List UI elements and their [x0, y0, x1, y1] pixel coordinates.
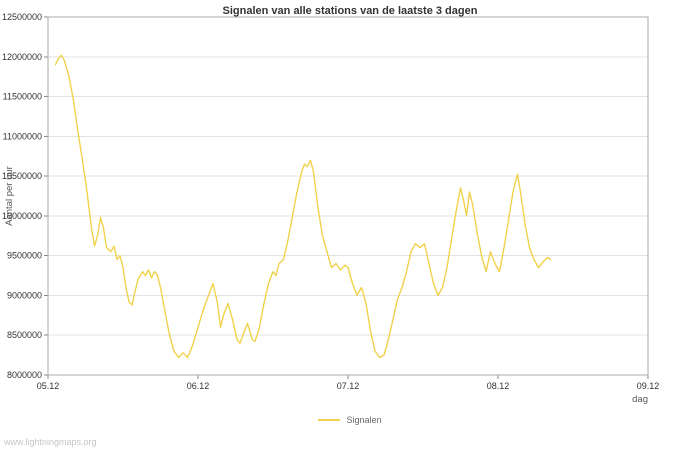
y-tick-label: 10000000 — [2, 211, 42, 221]
legend: Signalen — [0, 415, 700, 425]
y-tick-label: 12000000 — [2, 52, 42, 62]
y-tick-label: 9500000 — [7, 251, 42, 261]
y-axis-title: Aantal per uur — [4, 166, 15, 226]
y-tick-label: 8500000 — [7, 330, 42, 340]
x-tick-label: 06.12 — [187, 381, 210, 391]
x-axis-title: dag — [632, 394, 648, 405]
y-tick-label: 12500000 — [2, 12, 42, 22]
y-tick-label: 11500000 — [3, 92, 42, 102]
y-tick-label: 9000000 — [7, 290, 42, 300]
chart-title: Signalen van alle stations van de laatst… — [222, 5, 478, 17]
x-tick-label: 09.12 — [637, 381, 660, 391]
series-line-signalen — [54, 54, 552, 359]
x-tick-label: 07.12 — [337, 381, 360, 391]
y-tick-label: 10500000 — [2, 171, 42, 181]
plot-border — [47, 16, 649, 376]
plot-area: 8000000 8500000 9000000 9500000 10000000 1050… — [2, 12, 659, 391]
y-tick-label: 8000000 — [7, 370, 42, 380]
legend-label: Signalen — [346, 415, 382, 425]
x-tick-label: 08.12 — [487, 381, 510, 391]
watermark-text: www.lightningmaps.org — [4, 437, 97, 447]
x-tick-label: 05.12 — [37, 381, 60, 391]
y-tick-label: 11000000 — [3, 131, 42, 141]
legend-line-swatch — [318, 419, 341, 421]
